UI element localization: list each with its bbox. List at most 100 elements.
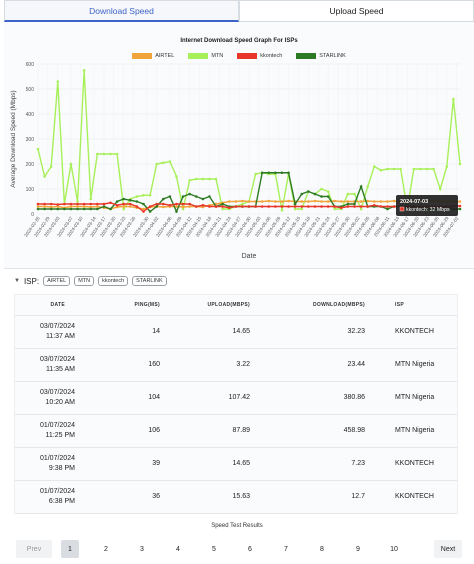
data-point-mtn[interactable] [96, 152, 99, 156]
data-point-starlink[interactable] [129, 198, 132, 202]
page-button-9[interactable]: 9 [356, 545, 360, 553]
data-point-starlink[interactable] [458, 207, 462, 211]
data-point-starlink[interactable] [102, 205, 106, 208]
data-point-mtn[interactable] [241, 202, 244, 206]
data-point-kkontech[interactable] [168, 203, 172, 207]
data-point-starlink[interactable] [63, 207, 66, 211]
data-point-kkontech[interactable] [208, 205, 211, 208]
data-point-kkontech[interactable] [320, 205, 323, 208]
data-point-mtn[interactable] [155, 162, 158, 166]
data-point-airtel[interactable] [300, 200, 304, 203]
data-point-kkontech[interactable] [148, 205, 152, 208]
data-point-mtn[interactable] [221, 207, 224, 211]
data-point-kkontech[interactable] [43, 202, 46, 206]
data-point-kkontech[interactable] [82, 202, 86, 206]
data-point-airtel[interactable] [320, 200, 323, 203]
data-point-kkontech[interactable] [115, 203, 119, 207]
data-point-kkontech[interactable] [89, 202, 93, 206]
page-button-10[interactable]: 10 [390, 545, 398, 553]
data-point-airtel[interactable] [76, 205, 79, 208]
data-point-airtel[interactable] [82, 205, 86, 208]
data-point-kkontech[interactable] [372, 203, 376, 207]
data-point-airtel[interactable] [247, 200, 251, 203]
data-point-mtn[interactable] [438, 187, 442, 191]
data-point-airtel[interactable] [69, 205, 73, 208]
data-point-airtel[interactable] [458, 200, 462, 203]
data-point-kkontech[interactable] [49, 202, 53, 206]
data-point-kkontech[interactable] [359, 205, 363, 208]
chip-starlink[interactable]: STARLINK [132, 276, 167, 286]
data-point-starlink[interactable] [181, 195, 185, 198]
data-point-kkontech[interactable] [260, 205, 264, 208]
data-point-starlink[interactable] [36, 207, 40, 211]
data-point-airtel[interactable] [267, 199, 271, 203]
data-point-mtn[interactable] [122, 207, 126, 211]
data-point-kkontech[interactable] [129, 202, 132, 206]
data-point-kkontech[interactable] [267, 205, 271, 208]
data-point-starlink[interactable] [89, 207, 93, 211]
data-point-kkontech[interactable] [69, 202, 73, 206]
data-point-kkontech[interactable] [135, 205, 139, 208]
data-point-kkontech[interactable] [96, 202, 99, 206]
page-button-2[interactable]: 2 [104, 545, 108, 553]
chip-kkontech[interactable]: kkontech [98, 276, 129, 286]
data-point-mtn[interactable] [142, 193, 145, 197]
data-point-airtel[interactable] [287, 199, 290, 203]
data-point-kkontech[interactable] [340, 206, 343, 210]
data-point-mtn[interactable] [419, 167, 422, 171]
data-point-airtel[interactable] [379, 200, 383, 203]
data-point-mtn[interactable] [412, 167, 416, 171]
data-point-airtel[interactable] [89, 205, 93, 209]
data-point-starlink[interactable] [346, 202, 350, 206]
data-point-mtn[interactable] [280, 208, 284, 212]
data-point-mtn[interactable] [102, 152, 106, 156]
data-point-kkontech[interactable] [102, 202, 106, 206]
data-point-mtn[interactable] [353, 192, 356, 196]
data-point-kkontech[interactable] [313, 205, 317, 208]
data-point-kkontech[interactable] [221, 205, 224, 208]
data-point-airtel[interactable] [227, 200, 231, 203]
data-point-mtn[interactable] [194, 177, 198, 181]
data-point-starlink[interactable] [260, 171, 264, 175]
data-point-airtel[interactable] [333, 199, 337, 203]
data-point-kkontech[interactable] [392, 205, 396, 208]
data-point-airtel[interactable] [260, 200, 264, 203]
chart-plot[interactable]: 01002003004005006002024-02-262024-02-292… [4, 22, 474, 269]
data-point-airtel[interactable] [122, 205, 126, 208]
data-point-airtel[interactable] [392, 199, 396, 203]
data-point-kkontech[interactable] [36, 202, 40, 206]
data-point-mtn[interactable] [386, 167, 389, 171]
legend-item-starlink[interactable]: STARLINK [296, 53, 346, 59]
data-point-mtn[interactable] [36, 147, 40, 151]
legend-item-kkontech[interactable]: kkontech [237, 53, 282, 59]
data-point-kkontech[interactable] [280, 205, 284, 208]
data-point-airtel[interactable] [346, 200, 350, 203]
data-point-airtel[interactable] [234, 200, 238, 203]
data-point-starlink[interactable] [293, 202, 297, 206]
data-point-mtn[interactable] [135, 195, 139, 198]
data-point-mtn[interactable] [293, 207, 297, 211]
data-point-starlink[interactable] [76, 207, 79, 211]
data-point-kkontech[interactable] [181, 202, 185, 206]
data-point-airtel[interactable] [181, 205, 185, 209]
data-point-mtn[interactable] [82, 68, 86, 72]
data-point-starlink[interactable] [300, 192, 304, 196]
data-point-airtel[interactable] [372, 200, 376, 203]
data-point-mtn[interactable] [452, 97, 455, 101]
data-point-starlink[interactable] [49, 207, 53, 211]
data-point-mtn[interactable] [333, 207, 337, 211]
data-point-starlink[interactable] [307, 190, 310, 193]
data-point-mtn[interactable] [399, 167, 402, 171]
data-point-airtel[interactable] [49, 205, 53, 209]
data-point-kkontech[interactable] [76, 202, 79, 206]
data-point-airtel[interactable] [56, 205, 60, 208]
data-point-kkontech[interactable] [307, 205, 310, 208]
data-point-airtel[interactable] [359, 200, 363, 203]
data-point-airtel[interactable] [43, 205, 46, 208]
data-point-airtel[interactable] [340, 200, 343, 203]
page-button-3[interactable]: 3 [140, 545, 144, 553]
data-point-mtn[interactable] [115, 152, 119, 156]
data-point-mtn[interactable] [56, 80, 60, 83]
data-point-mtn[interactable] [175, 175, 178, 178]
data-point-mtn[interactable] [148, 193, 152, 197]
